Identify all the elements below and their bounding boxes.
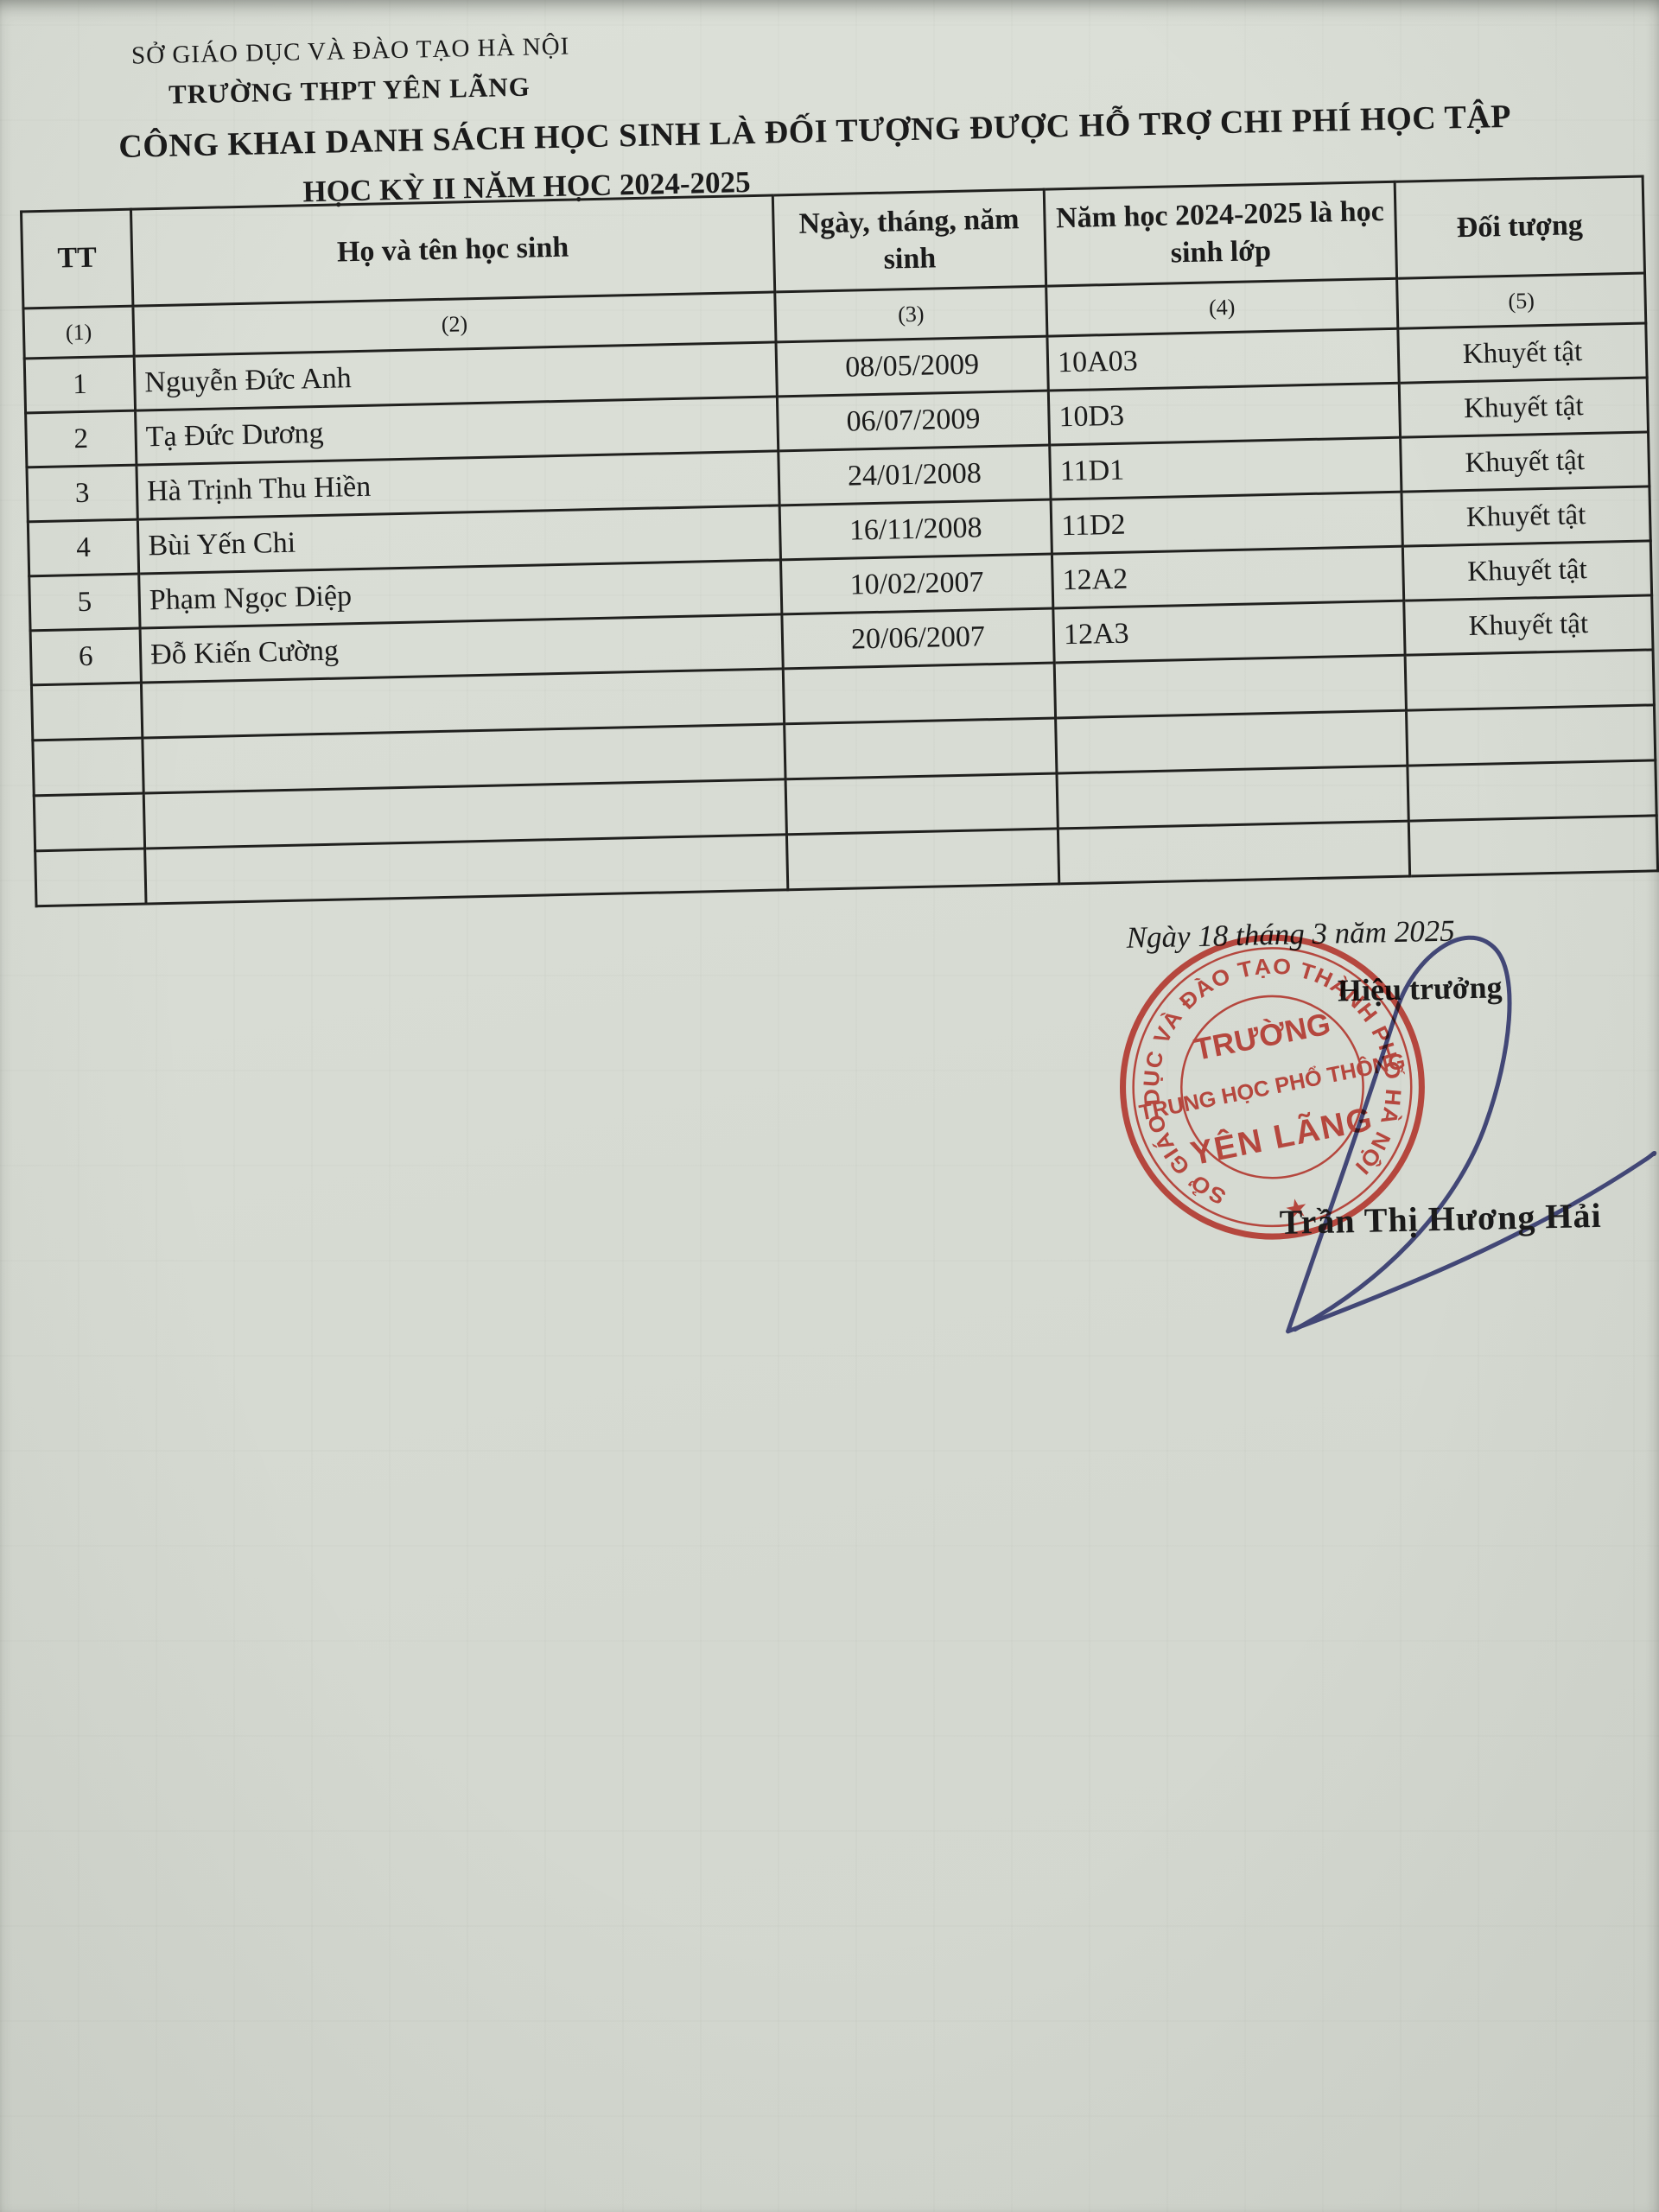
cell-dob bbox=[784, 717, 1057, 779]
cell-tt: 3 bbox=[26, 465, 138, 522]
cell-tt bbox=[31, 683, 143, 741]
cell-tt bbox=[32, 738, 144, 796]
cell-dob bbox=[785, 772, 1058, 835]
cell-category bbox=[1405, 649, 1655, 711]
cell-class: 10D3 bbox=[1048, 383, 1401, 446]
cell-category bbox=[1408, 815, 1658, 877]
stamp-star-icon: ★ bbox=[1282, 1192, 1311, 1226]
cell-dob: 08/05/2009 bbox=[776, 336, 1049, 397]
index-cell: (3) bbox=[774, 286, 1047, 342]
index-cell: (1) bbox=[22, 306, 135, 359]
cell-class: 12A2 bbox=[1052, 546, 1404, 609]
col-header-class: Năm học 2024-2025 là học sinh lớp bbox=[1044, 181, 1397, 287]
cell-category: Khuyết tật bbox=[1399, 377, 1649, 438]
col-header-name: Họ và tên học sinh bbox=[130, 194, 775, 307]
students-table: TT Họ và tên học sinh Ngày, tháng, năm s… bbox=[20, 175, 1659, 907]
cell-tt: 5 bbox=[29, 574, 141, 631]
index-cell: (4) bbox=[1046, 278, 1398, 337]
cell-class bbox=[1055, 710, 1408, 773]
signer-name: Trần Thị Hương Hải bbox=[1279, 1195, 1603, 1242]
cell-dob: 24/01/2008 bbox=[778, 445, 1052, 505]
cell-tt: 6 bbox=[30, 628, 142, 685]
cell-tt: 1 bbox=[24, 356, 136, 413]
cell-dob bbox=[786, 828, 1059, 890]
cell-tt bbox=[35, 849, 147, 906]
col-header-dob: Ngày, tháng, năm sinh bbox=[772, 189, 1046, 292]
cell-category: Khuyết tật bbox=[1403, 594, 1654, 656]
cell-class: 11D1 bbox=[1049, 437, 1402, 500]
col-header-tt: TT bbox=[21, 209, 133, 308]
cell-class: 11D2 bbox=[1051, 492, 1403, 555]
cell-category: Khuyết tật bbox=[1401, 486, 1651, 547]
cell-dob bbox=[783, 663, 1056, 724]
cell-tt bbox=[34, 793, 145, 851]
col-header-category: Đối tượng bbox=[1395, 176, 1645, 279]
cell-class bbox=[1054, 655, 1407, 718]
department-line: SỞ GIÁO DỤC VÀ ĐÀO TẠO HÀ NỘI bbox=[130, 32, 570, 70]
cell-dob: 20/06/2007 bbox=[781, 608, 1055, 669]
cell-dob: 06/07/2009 bbox=[777, 391, 1050, 451]
cell-class: 12A3 bbox=[1052, 601, 1406, 664]
cell-dob: 10/02/2007 bbox=[780, 554, 1053, 614]
school-stamp: SỞ GIÁO DỤC VÀ ĐÀO TẠO THÀNH PHỐ HÀ NỘI … bbox=[1116, 931, 1426, 1240]
signature bbox=[1286, 935, 1657, 1334]
cell-tt: 2 bbox=[25, 410, 137, 467]
cell-class bbox=[1056, 766, 1409, 829]
school-line: TRƯỜNG THPT YÊN LÃNG bbox=[168, 71, 531, 110]
cell-category: Khuyết tật bbox=[1402, 540, 1652, 601]
cell-dob: 16/11/2008 bbox=[779, 499, 1052, 560]
cell-category: Khuyết tật bbox=[1397, 322, 1648, 384]
cell-category bbox=[1406, 704, 1656, 766]
index-cell: (5) bbox=[1396, 272, 1646, 329]
cell-tt: 4 bbox=[28, 519, 139, 576]
cell-class: 10A03 bbox=[1046, 328, 1400, 391]
cell-category bbox=[1407, 760, 1657, 822]
cell-class bbox=[1058, 821, 1410, 884]
cell-category: Khuyết tật bbox=[1400, 431, 1649, 493]
